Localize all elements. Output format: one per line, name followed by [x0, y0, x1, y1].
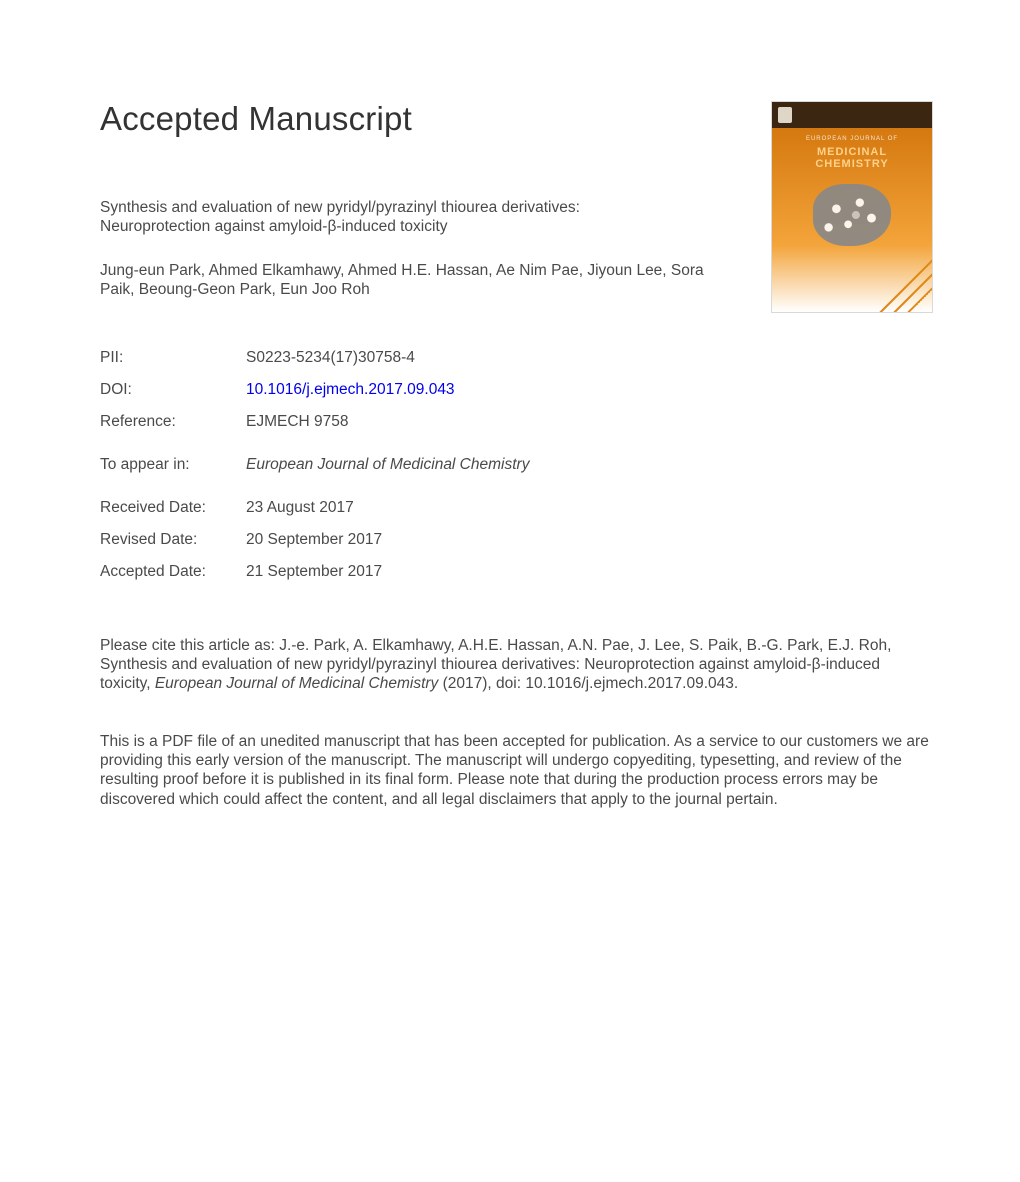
pii-value: S0223-5234(17)30758-4: [240, 342, 529, 374]
meta-row-reference: Reference: EJMECH 9758: [100, 406, 529, 438]
metadata-table: PII: S0223-5234(17)30758-4 DOI: 10.1016/…: [100, 342, 529, 588]
manuscript-page: Accepted Manuscript EUROPEAN JOURNAL OF …: [0, 0, 1020, 869]
meta-row-received: Received Date: 23 August 2017: [100, 481, 529, 524]
citation-journal: European Journal of Medicinal Chemistry: [155, 675, 438, 692]
toappear-value: European Journal of Medicinal Chemistry: [240, 438, 529, 481]
article-authors: Jung-eun Park, Ahmed Elkamhawy, Ahmed H.…: [100, 261, 720, 300]
doi-label: DOI:: [100, 374, 240, 406]
article-title-block: Synthesis and evaluation of new pyridyl/…: [100, 198, 710, 237]
meta-row-pii: PII: S0223-5234(17)30758-4: [100, 342, 529, 374]
received-value: 23 August 2017: [240, 481, 529, 524]
meta-row-toappear: To appear in: European Journal of Medici…: [100, 438, 529, 481]
citation-suffix: (2017), doi: 10.1016/j.ejmech.2017.09.04…: [438, 675, 738, 692]
reference-value: EJMECH 9758: [240, 406, 529, 438]
publisher-logo-icon: [778, 107, 792, 123]
meta-row-revised: Revised Date: 20 September 2017: [100, 524, 529, 556]
citation-text: Please cite this article as: J.-e. Park,…: [100, 636, 920, 694]
journal-cover-thumbnail: EUROPEAN JOURNAL OF MEDICINALCHEMISTRY: [772, 102, 932, 312]
meta-row-doi: DOI: 10.1016/j.ejmech.2017.09.043: [100, 374, 529, 406]
cover-topbar: [772, 102, 932, 128]
pii-label: PII:: [100, 342, 240, 374]
cover-corner-decoration: [872, 252, 932, 312]
article-title-line2: Neuroprotection against amyloid-β-induce…: [100, 218, 448, 235]
toappear-label: To appear in:: [100, 438, 240, 481]
received-label: Received Date:: [100, 481, 240, 524]
cover-journal-title: MEDICINALCHEMISTRY: [772, 146, 932, 170]
revised-value: 20 September 2017: [240, 524, 529, 556]
revised-label: Revised Date:: [100, 524, 240, 556]
accepted-value: 21 September 2017: [240, 556, 529, 588]
article-title-line1: Synthesis and evaluation of new pyridyl/…: [100, 199, 580, 216]
cover-molecule-icon: [813, 184, 891, 246]
article-title: Synthesis and evaluation of new pyridyl/…: [100, 198, 710, 237]
disclaimer-text: This is a PDF file of an unedited manusc…: [100, 732, 930, 810]
cover-journal-supertitle: EUROPEAN JOURNAL OF: [772, 136, 932, 142]
doi-link[interactable]: 10.1016/j.ejmech.2017.09.043: [246, 381, 455, 398]
reference-label: Reference:: [100, 406, 240, 438]
meta-row-accepted: Accepted Date: 21 September 2017: [100, 556, 529, 588]
accepted-label: Accepted Date:: [100, 556, 240, 588]
